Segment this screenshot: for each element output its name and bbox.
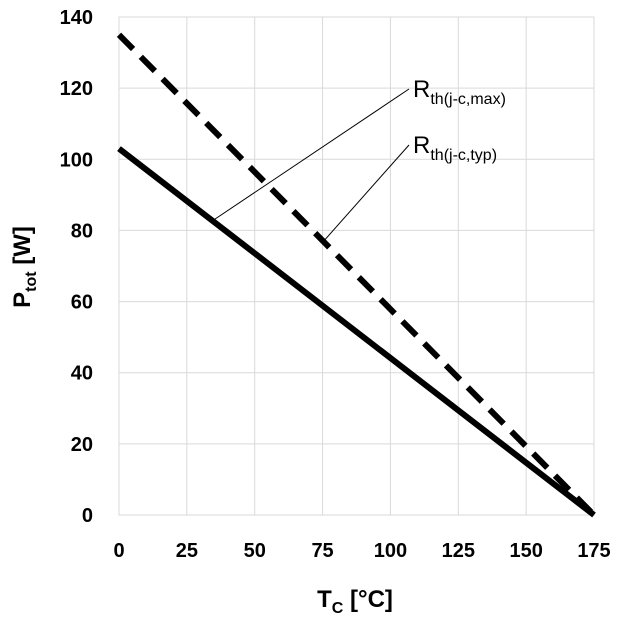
y-tick-label: 60 — [71, 292, 93, 314]
annotation-leader-typ — [324, 144, 410, 240]
x-tick-label: 150 — [509, 540, 542, 562]
y-axis-title-subscript: tot — [23, 271, 40, 292]
x-axis-title-subscript: C — [332, 600, 344, 617]
y-tick-label: 20 — [71, 434, 93, 456]
x-tick-label: 175 — [577, 540, 610, 562]
y-tick-label: 80 — [71, 220, 93, 242]
annotation-layer: Rth(j-c,max)Rth(j-c,typ) — [213, 76, 506, 240]
annotation-leader-max — [213, 88, 410, 221]
x-axis-title-main: T — [317, 586, 332, 613]
annotation-label-typ: Rth(j-c,typ) — [413, 132, 497, 164]
y-axis-title-main: P — [9, 292, 36, 308]
y-tick-label: 100 — [60, 149, 93, 171]
plot-area-frame — [118, 16, 595, 516]
y-axis-title: Ptot [W] — [9, 226, 40, 308]
annotation-label-subscript: th(j-c,max) — [430, 91, 506, 108]
y-axis-title-unit: [W] — [9, 226, 36, 271]
annotation-label-max: Rth(j-c,max) — [413, 76, 506, 108]
x-axis-title-unit: [°C] — [343, 586, 393, 613]
x-tick-labels: 0 25 50 75 100 125 150 175 — [113, 540, 610, 562]
annotation-label-main: R — [413, 76, 430, 103]
x-tick-label: 100 — [374, 540, 407, 562]
x-tick-label: 25 — [176, 540, 198, 562]
x-tick-label: 0 — [113, 540, 124, 562]
y-tick-labels: 0 20 40 60 80 100 120 140 — [60, 7, 93, 527]
x-axis-title: TC [°C] — [317, 586, 393, 617]
y-tick-label: 0 — [82, 505, 93, 527]
x-tick-label: 75 — [311, 540, 333, 562]
series-line-max — [116, 32, 597, 518]
x-tick-label: 125 — [442, 540, 475, 562]
annotation-label-main: R — [413, 132, 430, 159]
series-layer — [116, 32, 597, 518]
x-tick-label: 50 — [244, 540, 266, 562]
annotation-label-subscript: th(j-c,typ) — [430, 147, 497, 164]
y-tick-label: 120 — [60, 78, 93, 100]
y-tick-label: 140 — [60, 7, 93, 29]
y-tick-label: 40 — [71, 363, 93, 385]
series-line-typ — [117, 146, 596, 518]
